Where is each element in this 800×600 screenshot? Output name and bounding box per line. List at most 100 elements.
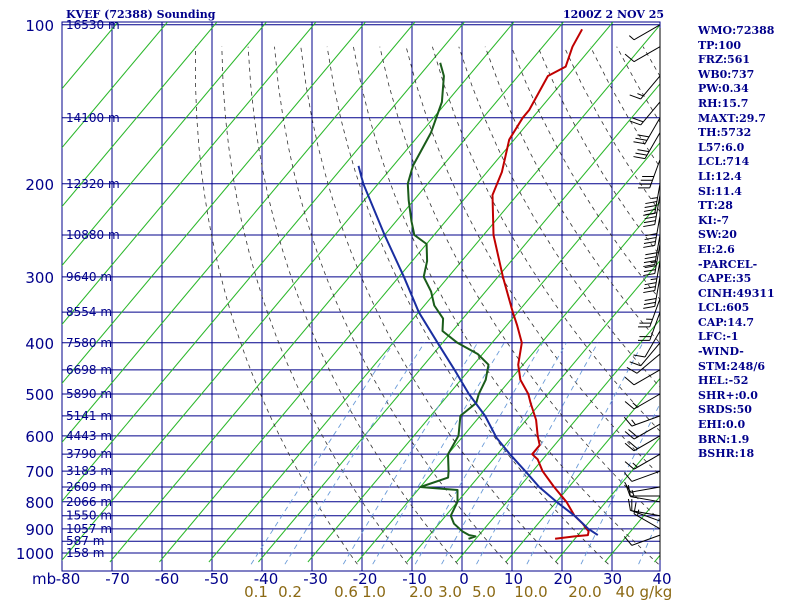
dewpoint-profile-line xyxy=(406,62,490,540)
wind-barb-shaft xyxy=(654,243,661,274)
grid-layer xyxy=(61,21,661,572)
wind-barb xyxy=(638,312,661,341)
wind-barb-half-feather xyxy=(631,489,635,497)
wind-barb-feather xyxy=(644,297,657,302)
height-label-layer: 16530 m 14100 m 12320 m 10880 m 9640 m 8554 m… xyxy=(66,18,120,560)
dry-adiabat-line xyxy=(511,46,660,301)
pressure-tick-label: 400 xyxy=(25,335,54,353)
plot-frame xyxy=(61,21,661,572)
mixing-ratio-label: 0.2 xyxy=(278,583,302,600)
wind-barb-shaft xyxy=(633,435,661,452)
wind-barb-shaft xyxy=(633,393,661,410)
temperature-tick-label: -30 xyxy=(303,570,328,588)
mixing-ratio-label: 0.1 xyxy=(244,583,268,600)
wind-barb-half-feather xyxy=(628,35,635,41)
wind-barb-feather xyxy=(644,237,657,241)
wind-barb xyxy=(624,423,661,440)
stability-index-item: -WIND- xyxy=(698,345,744,359)
isotherm-line xyxy=(62,22,218,208)
wind-barb-shaft xyxy=(644,132,661,159)
wind-barb xyxy=(624,481,661,493)
wind-barb-half-feather xyxy=(650,278,657,281)
height-label: 1057 m xyxy=(66,522,112,536)
isotherm-line xyxy=(159,22,614,563)
wind-barb xyxy=(623,470,661,482)
wind-barb xyxy=(625,484,660,497)
wind-barb-feather xyxy=(633,141,646,145)
wind-barb-half-feather xyxy=(637,93,644,97)
wind-barb xyxy=(623,534,661,546)
wind-barb-feather xyxy=(643,244,655,248)
wind-barb-shaft xyxy=(630,510,661,517)
wind-barb-feather xyxy=(643,224,655,228)
profile-layer xyxy=(357,28,599,540)
height-label: 16530 m xyxy=(66,18,120,32)
mixing-ratio-line xyxy=(414,342,544,565)
mixing-ratio-line xyxy=(441,342,567,565)
temperature-tick-label: 0 xyxy=(459,570,469,588)
isotherm-line xyxy=(62,22,465,502)
wind-barb-feather xyxy=(643,269,656,273)
dry-adiabat-line xyxy=(195,46,358,565)
wind-barb-shaft xyxy=(631,415,661,427)
stability-index-item: L57:6.0 xyxy=(698,140,745,154)
height-label: 3790 m xyxy=(66,447,112,461)
wind-barb xyxy=(643,215,661,248)
wind-barb-shaft xyxy=(636,353,661,374)
isotherm-line xyxy=(208,24,660,563)
height-label: 587 m xyxy=(66,534,104,548)
stability-index-item: TH:5732 xyxy=(698,126,752,140)
wind-barb-feather xyxy=(628,429,638,438)
wind-barb-feather xyxy=(643,208,656,212)
stability-index-item: LCL:714 xyxy=(698,155,750,169)
wind-barb-half-feather xyxy=(631,419,636,426)
pressure-tick-label: 800 xyxy=(25,494,54,512)
pressure-tick-label: 500 xyxy=(25,386,54,404)
temperature-tick-label: 20 xyxy=(553,570,572,588)
temperature-tick-label: 40 xyxy=(652,570,671,588)
wind-barb-feather xyxy=(643,273,655,277)
wind-barb-feather xyxy=(624,461,635,470)
wind-barb xyxy=(638,298,661,328)
stability-index-item: WMO:72388 xyxy=(698,24,775,37)
pressure-tick-label: 100 xyxy=(25,17,54,35)
height-label: 6698 m xyxy=(66,363,112,377)
wind-barb-feather xyxy=(628,440,638,450)
wind-barb-shaft xyxy=(633,46,661,63)
temperature-tick-label: -10 xyxy=(402,570,427,588)
wind-barb-feather xyxy=(645,252,657,256)
wind-barb-feather xyxy=(624,442,635,452)
height-label: 2066 m xyxy=(66,495,112,509)
mixing-ratio-label: 1.0 xyxy=(362,583,386,600)
stability-index-item: TT:28 xyxy=(698,199,733,213)
wind-barb-half-feather xyxy=(650,261,657,264)
mixing-ratio-label: 10.0 xyxy=(514,583,547,600)
isotherm-line xyxy=(307,142,660,563)
mixing-ratio-line xyxy=(284,342,425,565)
isotherm-line xyxy=(62,22,267,267)
dry-adiabat-line xyxy=(405,46,660,476)
stability-index-item: RH:15.7 xyxy=(698,96,749,110)
wind-barb-feather xyxy=(637,149,650,153)
mixing-ratio-label: 5.0 xyxy=(472,583,496,600)
mixing-ratio-line xyxy=(250,342,394,565)
pressure-tick-label: 700 xyxy=(25,463,54,481)
stability-index-item: EI:2.6 xyxy=(698,242,735,256)
isotherm-line xyxy=(62,22,515,561)
pressure-unit-label: mb xyxy=(32,570,56,588)
stability-index-item: SW:20 xyxy=(698,228,737,242)
wind-barb-feather xyxy=(643,220,656,224)
wind-barb-shaft xyxy=(640,75,661,100)
wind-barb-shaft xyxy=(630,496,661,503)
height-label: 5141 m xyxy=(66,409,112,423)
wind-barb-shaft xyxy=(631,470,661,482)
wind-barb-shaft xyxy=(649,312,661,341)
wind-barb-feather xyxy=(624,401,635,410)
wind-barb-feather xyxy=(643,305,655,309)
mixing-ratio-line xyxy=(342,342,478,565)
stability-index-item: LFC:-1 xyxy=(698,330,739,344)
temperature-tick-label: 30 xyxy=(603,570,622,588)
stability-index-item: STM:248/6 xyxy=(698,359,765,373)
wind-barb-shaft xyxy=(631,510,661,522)
wind-barb-feather xyxy=(644,265,657,269)
